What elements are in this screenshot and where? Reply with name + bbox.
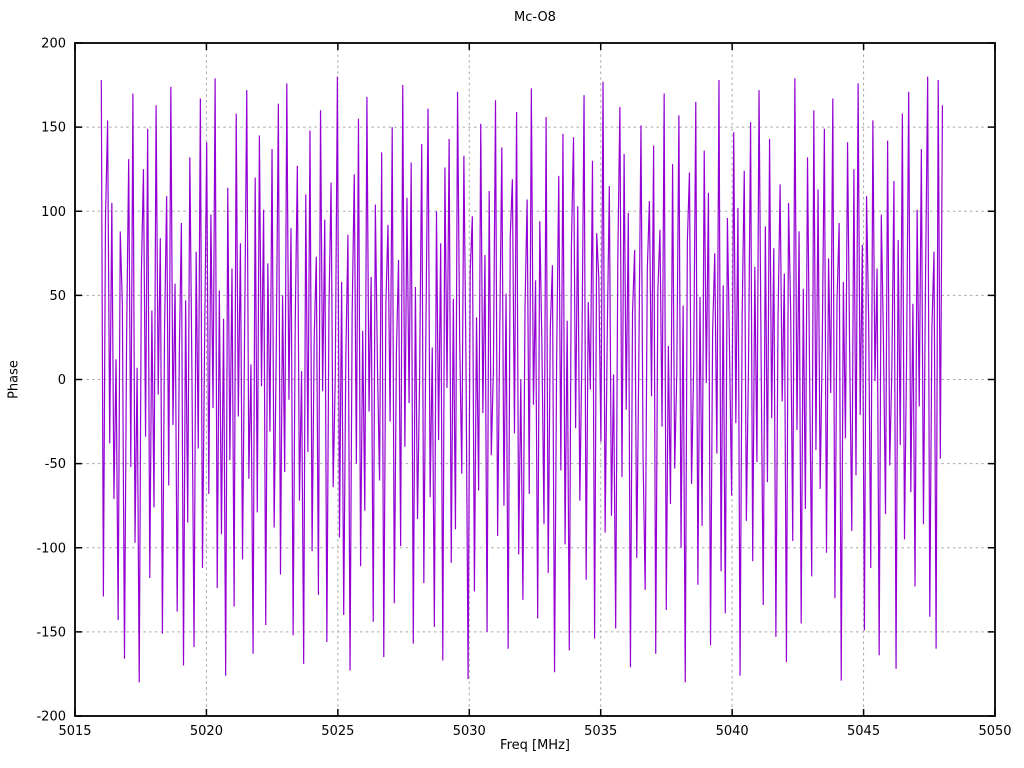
- y-tick-label: 0: [58, 373, 66, 388]
- x-tick-label: 5045: [847, 724, 880, 739]
- x-tick-label: 5035: [584, 724, 617, 739]
- y-tick-label: -50: [45, 457, 66, 472]
- x-tick-label: 5025: [321, 724, 354, 739]
- y-axis-label: Phase: [6, 360, 22, 399]
- x-axis-label: Freq [MHz]: [500, 738, 570, 753]
- y-tick-label: -100: [36, 541, 66, 556]
- y-tick-label: 100: [41, 205, 66, 220]
- y-tick-label: 200: [41, 37, 66, 52]
- y-tick-label: -200: [36, 710, 66, 725]
- chart-title: Mc-O8: [514, 10, 556, 25]
- x-tick-label: 5015: [58, 724, 91, 739]
- y-tick-label: 150: [41, 121, 66, 136]
- x-tick-label: 5020: [190, 724, 223, 739]
- y-tick-label: -150: [36, 625, 66, 640]
- x-tick-label: 5030: [453, 724, 486, 739]
- y-tick-label: 50: [49, 289, 66, 304]
- x-tick-label: 5050: [978, 724, 1011, 739]
- phase-trace: [100, 76, 944, 683]
- x-tick-label: 5040: [716, 724, 749, 739]
